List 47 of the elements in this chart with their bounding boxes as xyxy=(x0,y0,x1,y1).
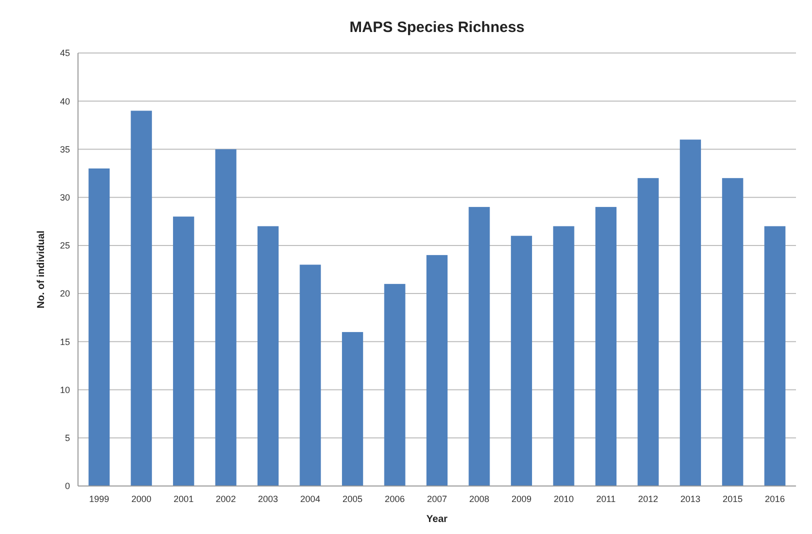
bar xyxy=(468,206,490,486)
x-tick-label: 2010 xyxy=(554,494,574,504)
x-tick-label: 2000 xyxy=(131,494,152,504)
bar xyxy=(510,236,532,486)
y-tick-label: 45 xyxy=(60,48,70,58)
y-tick-label: 35 xyxy=(60,144,70,154)
x-tick-label: 2005 xyxy=(342,494,363,504)
x-tick-label: 2001 xyxy=(174,494,194,504)
y-tick-label: 10 xyxy=(60,384,70,395)
x-axis-title: Year xyxy=(426,514,448,525)
x-tick-label: 2002 xyxy=(216,494,236,504)
chart-title: MAPS Species Richness xyxy=(349,19,525,36)
x-tick-label: 2008 xyxy=(469,494,490,504)
bar xyxy=(553,226,574,486)
bar xyxy=(342,332,364,486)
y-tick-label: 40 xyxy=(60,96,70,106)
y-tick-label: 5 xyxy=(64,433,70,444)
bar xyxy=(88,168,110,486)
x-tick-label: 1999 xyxy=(89,494,110,504)
bar xyxy=(426,255,448,486)
x-tick-label: 2009 xyxy=(511,494,532,504)
bar xyxy=(680,140,701,486)
x-tick-label: 2012 xyxy=(638,494,658,504)
bar xyxy=(173,216,194,486)
x-tick-label: 2015 xyxy=(722,494,743,504)
y-tick-label: 30 xyxy=(60,192,70,202)
bar xyxy=(258,226,279,486)
x-tick-label: 2003 xyxy=(258,494,278,504)
x-tick-label: 2004 xyxy=(300,494,320,504)
bar xyxy=(722,178,744,486)
bar xyxy=(300,264,321,486)
bar xyxy=(638,178,659,486)
y-tick-label: 15 xyxy=(60,336,70,347)
x-tick-label: 2006 xyxy=(384,494,405,504)
y-tick-label: 25 xyxy=(60,240,70,251)
bar xyxy=(384,284,406,486)
bar xyxy=(595,206,616,486)
bar xyxy=(130,110,152,486)
x-tick-label: 2007 xyxy=(426,494,448,504)
x-tick-label: 2013 xyxy=(680,494,700,504)
x-tick-label: 2016 xyxy=(764,494,785,504)
x-tick-label: 2011 xyxy=(596,494,616,504)
y-axis-title: No. of individual xyxy=(36,230,47,308)
y-tick-label: 20 xyxy=(60,288,70,299)
bar xyxy=(764,226,786,486)
bar xyxy=(215,149,236,486)
y-tick-label: 0 xyxy=(64,481,70,492)
